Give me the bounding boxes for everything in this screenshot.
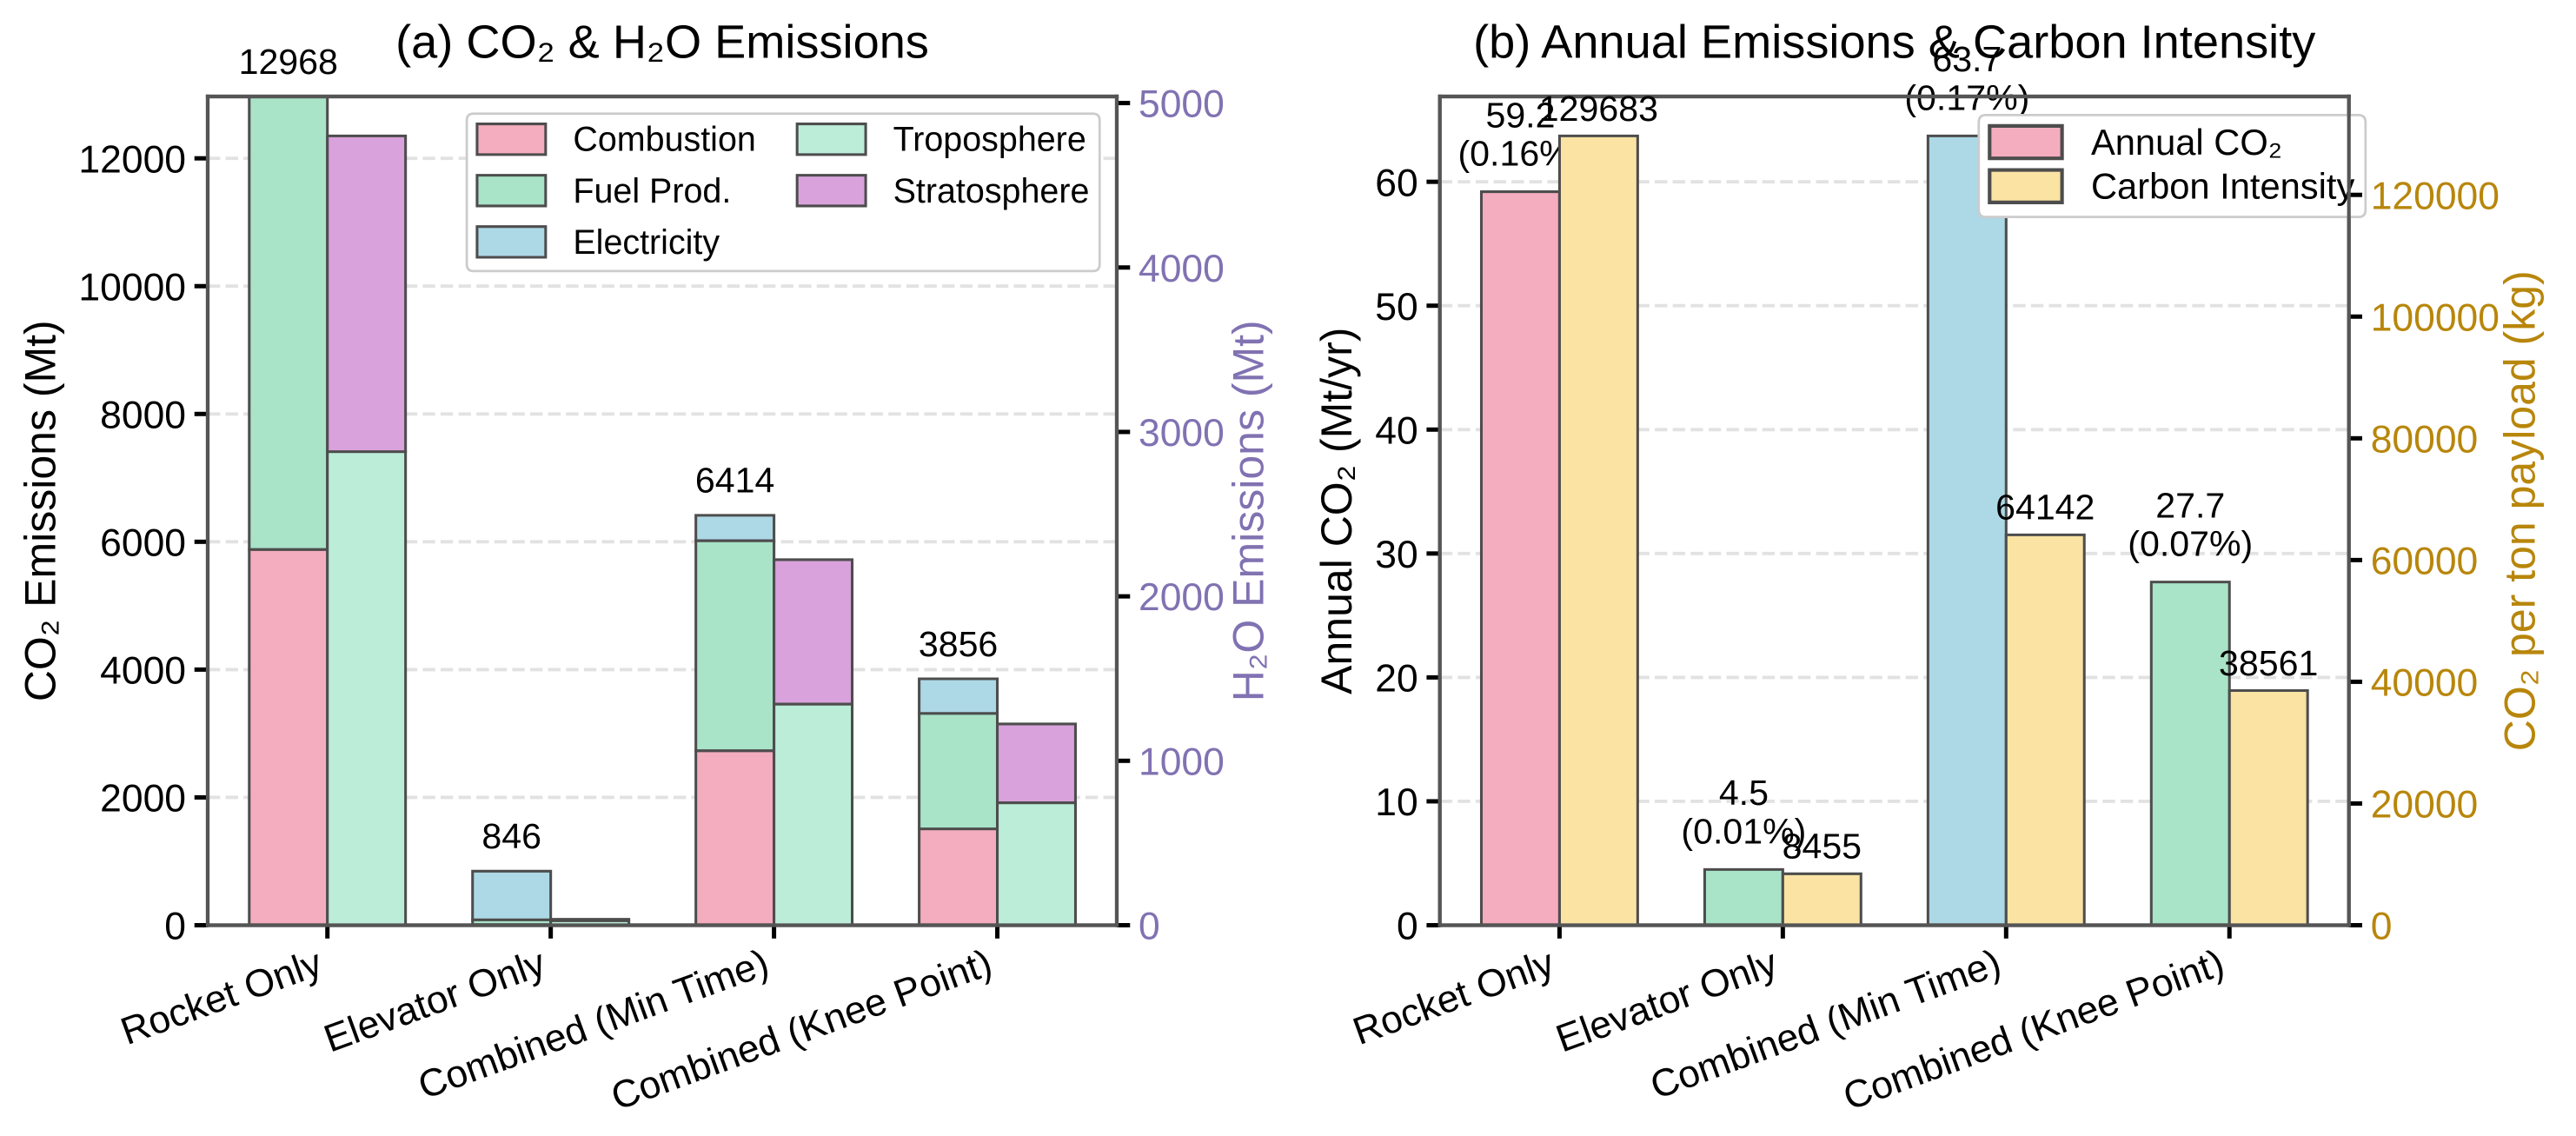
svg-text:0: 0: [164, 906, 186, 948]
svg-text:27.7: 27.7: [2155, 485, 2225, 525]
svg-text:Annual CO₂ (Mt/yr): Annual CO₂ (Mt/yr): [1312, 328, 1361, 694]
svg-text:Stratosphere: Stratosphere: [893, 172, 1090, 210]
svg-text:4.5: 4.5: [1719, 773, 1769, 813]
svg-text:Combustion: Combustion: [573, 121, 755, 159]
svg-text:H₂O Emissions (Mt): H₂O Emissions (Mt): [1224, 320, 1272, 701]
svg-text:4000: 4000: [1139, 248, 1225, 290]
svg-text:CO₂ per ton payload (kg): CO₂ per ton payload (kg): [2495, 270, 2544, 751]
svg-text:2000: 2000: [100, 778, 186, 820]
svg-text:60000: 60000: [2371, 540, 2479, 582]
svg-text:8000: 8000: [100, 394, 186, 436]
svg-text:129683: 129683: [1539, 89, 1658, 129]
svg-text:60: 60: [1375, 162, 1417, 204]
svg-text:30: 30: [1375, 534, 1417, 576]
svg-text:CO₂ Emissions (Mt): CO₂ Emissions (Mt): [16, 320, 64, 701]
svg-text:120000: 120000: [2371, 175, 2500, 217]
svg-text:8455: 8455: [1783, 827, 1862, 867]
svg-text:50: 50: [1375, 286, 1417, 329]
svg-text:12968: 12968: [239, 42, 338, 82]
svg-text:12000: 12000: [78, 138, 186, 181]
svg-text:20000: 20000: [2371, 784, 2479, 827]
svg-text:Carbon Intensity: Carbon Intensity: [2091, 166, 2355, 207]
svg-text:10: 10: [1375, 781, 1417, 824]
svg-text:40000: 40000: [2371, 662, 2479, 705]
svg-text:0: 0: [1397, 906, 1418, 948]
svg-text:(a) CO₂ & H₂O Emissions: (a) CO₂ & H₂O Emissions: [395, 17, 929, 69]
svg-text:10000: 10000: [78, 266, 186, 309]
svg-text:Troposphere: Troposphere: [893, 121, 1086, 159]
svg-text:64142: 64142: [1995, 488, 2095, 528]
svg-text:Electricity: Electricity: [573, 223, 720, 262]
svg-text:40: 40: [1375, 409, 1417, 452]
svg-text:2000: 2000: [1139, 576, 1225, 619]
svg-text:(0.07%): (0.07%): [2128, 524, 2253, 564]
svg-text:Annual CO₂: Annual CO₂: [2091, 122, 2282, 163]
svg-text:1000: 1000: [1139, 741, 1225, 783]
svg-text:3856: 3856: [919, 624, 998, 664]
svg-text:5000: 5000: [1139, 83, 1225, 126]
svg-text:Fuel Prod.: Fuel Prod.: [573, 172, 731, 210]
svg-text:0: 0: [1139, 906, 1160, 948]
svg-text:100000: 100000: [2371, 296, 2500, 339]
svg-text:59.2: 59.2: [1485, 95, 1555, 135]
svg-text:63.7: 63.7: [1932, 39, 2002, 79]
svg-text:846: 846: [481, 816, 541, 856]
svg-text:4000: 4000: [100, 649, 186, 692]
svg-text:3000: 3000: [1139, 412, 1225, 455]
svg-text:38561: 38561: [2219, 643, 2318, 683]
svg-text:(0.01%): (0.01%): [1681, 811, 1806, 851]
svg-text:20: 20: [1375, 657, 1417, 700]
svg-text:6000: 6000: [100, 521, 186, 564]
svg-text:80000: 80000: [2371, 418, 2479, 461]
svg-text:0: 0: [2371, 906, 2393, 948]
svg-text:(b) Annual Emissions & Carbon: (b) Annual Emissions & Carbon Intensity: [1473, 17, 2315, 69]
svg-text:6414: 6414: [695, 461, 774, 501]
